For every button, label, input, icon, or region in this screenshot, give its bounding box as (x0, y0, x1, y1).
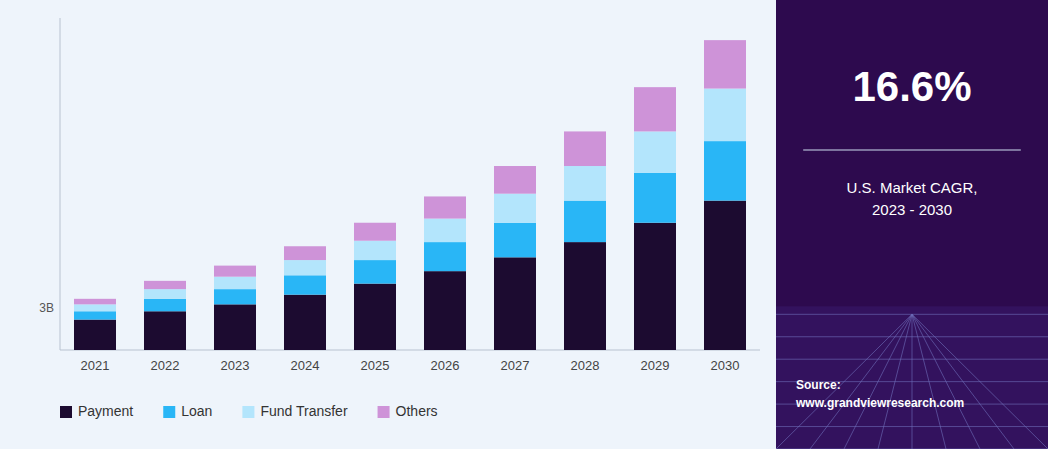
bar-segment (214, 304, 256, 350)
text-line: 2023 - 2030 (872, 201, 952, 218)
legend-swatch (60, 406, 72, 418)
legend-swatch (163, 406, 175, 418)
side-panel: 16.6% U.S. Market CAGR, 2023 - 2030 Source:… (776, 0, 1048, 449)
bar-segment (284, 275, 326, 294)
panel-grid-background (776, 306, 1048, 449)
source-label: Source: www.grandviewresearch.com (795, 378, 964, 410)
bar-segment (354, 241, 396, 260)
bar-segment (354, 284, 396, 350)
legend-label: Payment (78, 403, 133, 419)
panel-decor-line (844, 314, 912, 449)
x-tick-label: 2021 (81, 358, 110, 373)
panel-divider (803, 149, 1021, 151)
bar-segment (564, 242, 606, 350)
bar-segment (424, 242, 466, 271)
bar-segment (564, 166, 606, 201)
bar-segment (74, 320, 116, 350)
bar-segment (354, 260, 396, 284)
panel-decor-line (878, 314, 912, 449)
bar-segment (494, 257, 536, 350)
bar-segment (634, 223, 676, 350)
panel-decor-line (912, 314, 1048, 449)
bar-segment (284, 260, 326, 275)
chart: 2021 2022 2023 2024 2025 2026 2027 2028 2029 2030… (0, 0, 1048, 449)
background (0, 0, 1048, 449)
legend-swatch (242, 406, 254, 418)
bar-segment (704, 40, 746, 88)
panel-decor-line (776, 314, 912, 449)
bar-segment (564, 131, 606, 166)
bar-segment (144, 281, 186, 289)
bar-segment (634, 87, 676, 131)
x-tick-label: 2023 (221, 358, 250, 373)
legend-swatch (378, 406, 390, 418)
text-line: Source: (796, 378, 841, 392)
bar-segment (214, 277, 256, 289)
x-tick-label: 2026 (431, 358, 460, 373)
bar-segment (424, 196, 466, 218)
bar-segment (74, 304, 116, 311)
bar-segment (144, 299, 186, 311)
bar-segment (494, 194, 536, 223)
bar-segment (494, 166, 536, 194)
y-level-label: 3B (39, 301, 54, 315)
bar-segment (74, 299, 116, 305)
x-tick-label: 2025 (361, 358, 390, 373)
legend: Payment Loan Fund Transfer Others (60, 403, 438, 419)
legend-label: Others (396, 403, 438, 419)
x-tick-label: 2028 (571, 358, 600, 373)
panel-decor-line (912, 314, 946, 449)
x-tick-label: 2024 (291, 358, 320, 373)
legend-label: Fund Transfer (260, 403, 347, 419)
x-tick-label: 2030 (711, 358, 740, 373)
bar-segment (494, 223, 536, 258)
bar-segment (214, 289, 256, 304)
cagr-label: U.S. Market CAGR, 2023 - 2030 (847, 179, 978, 218)
x-tick-label: 2029 (641, 358, 670, 373)
panel-decor-line (912, 314, 913, 449)
bars (74, 40, 746, 350)
bar-segment (144, 311, 186, 350)
text-line: U.S. Market CAGR, (847, 179, 978, 196)
text-line: www.grandviewresearch.com (795, 396, 964, 410)
bar-segment (354, 223, 396, 241)
y-axis-line (60, 18, 61, 350)
panel-decor-line (912, 314, 980, 449)
x-tick-label: 2027 (501, 358, 530, 373)
bar-segment (704, 141, 746, 200)
bar-segment (424, 219, 466, 243)
bar-segment (564, 201, 606, 243)
bar-segment (424, 271, 466, 350)
bar-segment (144, 289, 186, 299)
panel-background (776, 0, 1048, 449)
bar-segment (704, 201, 746, 350)
legend-label: Loan (181, 403, 212, 419)
x-tick-label: 2022 (151, 358, 180, 373)
panel-decor-line (912, 314, 1014, 449)
bar-segment (634, 131, 676, 173)
cagr-value: 16.6% (852, 63, 971, 110)
bar-segment (214, 266, 256, 277)
bar-segment (284, 295, 326, 350)
bar-segment (634, 173, 676, 223)
bar-segment (74, 311, 116, 319)
bar-segment (704, 89, 746, 142)
text-line: 16.6% (852, 63, 971, 110)
bar-segment (284, 246, 326, 260)
